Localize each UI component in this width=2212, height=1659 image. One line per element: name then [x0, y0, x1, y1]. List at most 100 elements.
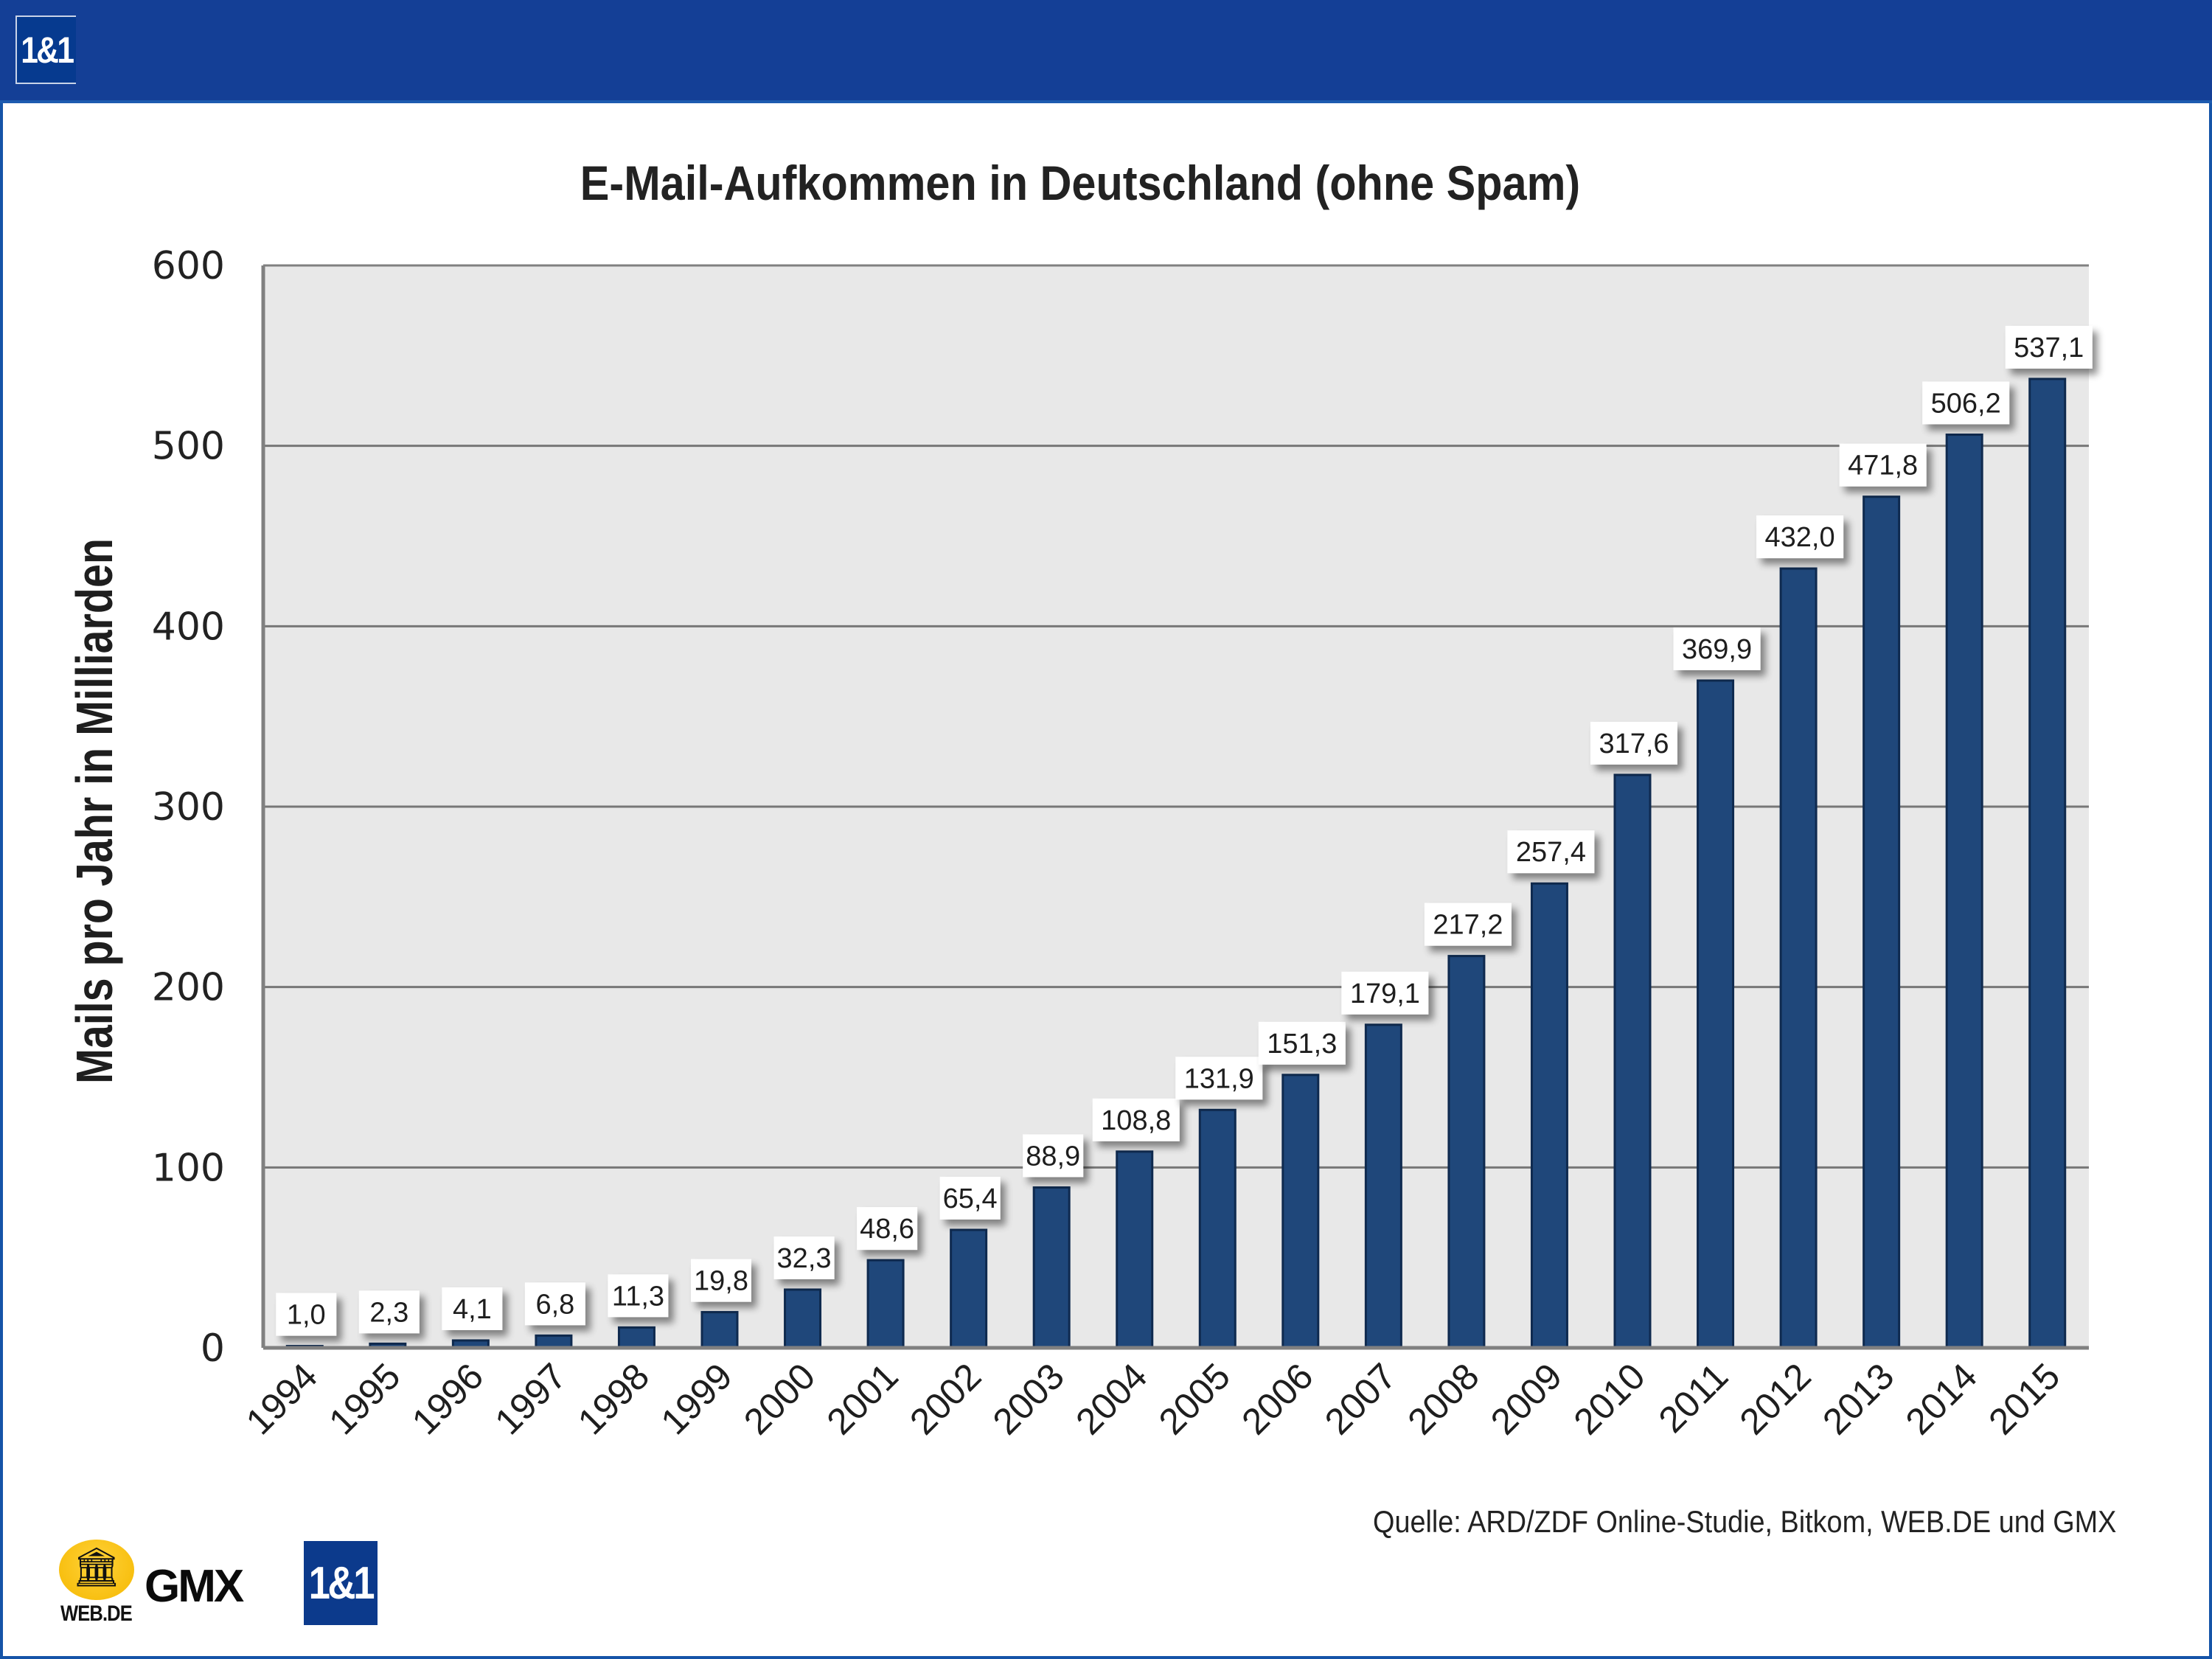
x-tick-label: 2015 — [1980, 1355, 2067, 1442]
header-logo: 1&1 — [15, 15, 76, 84]
data-label-text: 179,1 — [1350, 978, 1420, 1009]
bar — [1198, 1108, 1237, 1349]
oneandone-logo: 1&1 — [304, 1541, 378, 1625]
x-tick-label: 2006 — [1234, 1355, 1321, 1442]
data-label: 19,8 — [691, 1259, 751, 1302]
data-label: 108,8 — [1092, 1098, 1180, 1141]
y-tick-label: 500 — [152, 425, 225, 469]
data-label-box — [524, 1282, 585, 1326]
data-label-box — [857, 1207, 918, 1251]
data-label-box — [358, 1290, 420, 1334]
data-label: 48,6 — [857, 1207, 918, 1251]
data-label-text: 6,8 — [535, 1289, 574, 1320]
x-tick-label: 2002 — [902, 1355, 989, 1442]
oneandone-logo-text: 1&1 — [308, 1557, 375, 1609]
bar — [700, 1311, 739, 1349]
bar — [1116, 1150, 1154, 1349]
partner-logos: 🏛 WEB.DE GMX 1&1 — [58, 1540, 378, 1632]
data-label-text: 19,8 — [694, 1266, 748, 1297]
y-tick-label: 200 — [152, 966, 225, 1010]
data-label: 317,6 — [1590, 721, 1677, 765]
data-label: 217,2 — [1424, 902, 1512, 946]
x-tick-label: 2005 — [1151, 1355, 1238, 1442]
data-label-text: 369,9 — [1682, 634, 1752, 665]
data-label: 11,3 — [608, 1274, 669, 1318]
bar — [617, 1326, 655, 1349]
x-tick-label: 2004 — [1068, 1355, 1155, 1442]
data-label: 1,0 — [276, 1293, 337, 1336]
bar — [1779, 567, 1818, 1349]
x-tick-label: 2008 — [1399, 1355, 1486, 1442]
data-label-box — [1424, 902, 1512, 946]
data-label-text: 537,1 — [2014, 333, 2084, 364]
y-tick-label: 100 — [152, 1146, 225, 1190]
bar — [1447, 955, 1486, 1349]
data-label: 179,1 — [1341, 971, 1429, 1015]
data-label: 32,3 — [773, 1236, 835, 1279]
bar — [784, 1288, 822, 1349]
chart-title: E-Mail-Aufkommen in Deutschland (ohne Sp… — [580, 156, 1581, 210]
data-label-text: 131,9 — [1184, 1063, 1254, 1094]
bar — [1945, 433, 1983, 1349]
data-label: 369,9 — [1673, 627, 1761, 670]
data-label-text: 257,4 — [1516, 837, 1586, 868]
data-label-box — [1590, 721, 1677, 765]
x-tick-label: 2011 — [1651, 1355, 1736, 1441]
bar — [1364, 1023, 1402, 1349]
data-label: 506,2 — [1922, 381, 2010, 425]
data-label: 257,4 — [1507, 830, 1595, 874]
bar — [1613, 773, 1652, 1349]
data-label-box — [1023, 1134, 1084, 1178]
data-label-box — [1507, 830, 1595, 874]
webde-logo: 🏛 WEB.DE — [58, 1540, 147, 1628]
data-label-box — [1341, 971, 1429, 1015]
x-tick-label: 2003 — [985, 1355, 1072, 1442]
data-label-box — [608, 1274, 669, 1318]
data-label-text: 2,3 — [369, 1297, 408, 1328]
x-tick-label: 2012 — [1732, 1355, 1819, 1442]
data-label: 65,4 — [939, 1176, 1001, 1220]
x-tick-label: 1998 — [570, 1355, 657, 1442]
data-label: 4,1 — [442, 1287, 503, 1330]
data-label-text: 108,8 — [1101, 1105, 1171, 1136]
x-tick-label: 1995 — [321, 1355, 408, 1442]
data-label-text: 32,3 — [777, 1243, 832, 1274]
x-tick-label: 2000 — [736, 1355, 823, 1442]
data-label-text: 217,2 — [1433, 910, 1503, 941]
x-tick-label: 2001 — [819, 1355, 906, 1442]
data-label: 471,8 — [1839, 443, 1927, 487]
source-note: Quelle: ARD/ZDF Online-Studie, Bitkom, W… — [1372, 1504, 2116, 1539]
data-label-box — [1756, 515, 1844, 559]
data-label-box — [442, 1287, 503, 1330]
x-tick-label: 1999 — [653, 1355, 740, 1442]
y-tick-label: 600 — [152, 244, 225, 288]
bar — [1281, 1074, 1320, 1349]
data-label-box — [2005, 325, 2093, 369]
y-tick-label: 0 — [201, 1326, 225, 1371]
bar — [2028, 378, 2067, 1349]
data-label-box — [1258, 1021, 1346, 1065]
bar — [1530, 882, 1568, 1349]
data-label-text: 151,3 — [1267, 1029, 1337, 1060]
data-label-text: 432,0 — [1765, 522, 1835, 553]
x-tick-label: 2013 — [1815, 1355, 1902, 1442]
data-label: 131,9 — [1175, 1057, 1263, 1100]
data-label-text: 471,8 — [1848, 451, 1918, 481]
data-label-text: 48,6 — [860, 1214, 914, 1245]
data-label-box — [1839, 443, 1927, 487]
data-label-box — [939, 1176, 1001, 1220]
header-logo-text: 1&1 — [20, 29, 74, 71]
bar — [1697, 679, 1735, 1349]
brandenburg-gate-icon: 🏛 — [72, 1546, 122, 1589]
y-tick-label: 400 — [152, 605, 225, 649]
x-tick-label: 1994 — [238, 1355, 325, 1442]
x-tick-label: 2014 — [1898, 1355, 1985, 1442]
data-label-box — [691, 1259, 751, 1302]
data-label: 537,1 — [2005, 325, 2093, 369]
header-bar: 1&1 — [0, 0, 2212, 103]
data-label-text: 4,1 — [453, 1294, 492, 1325]
webde-disc-icon — [59, 1540, 134, 1600]
data-label: 151,3 — [1258, 1021, 1346, 1065]
data-label-text: 506,2 — [1931, 388, 2001, 419]
